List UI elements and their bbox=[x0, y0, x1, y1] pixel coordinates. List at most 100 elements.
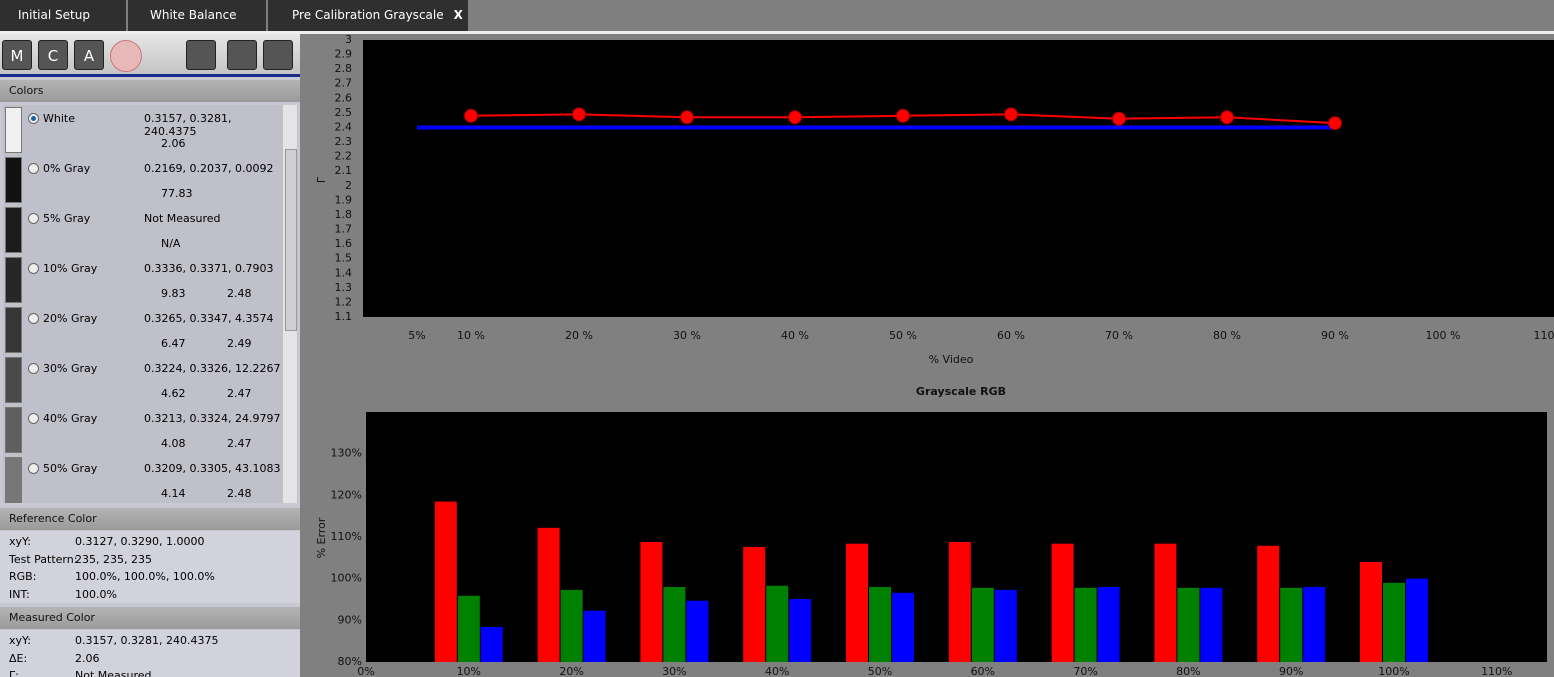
button[interactable]: M bbox=[2, 40, 32, 70]
row-value: 100.0% bbox=[75, 587, 117, 601]
x-tick-label: 60% bbox=[971, 665, 995, 677]
y-tick-label: 2 bbox=[345, 179, 352, 192]
bar bbox=[1280, 587, 1303, 662]
divider bbox=[0, 31, 1554, 34]
color-item[interactable]: 50% Gray 0.3209, 0.3305, 43.1083 4.14 2.48 bbox=[3, 455, 283, 503]
color-item[interactable]: White 0.3157, 0.3281, 240.4375 2.06 bbox=[3, 105, 283, 155]
x-tick-label: 90% bbox=[1279, 665, 1303, 677]
color-xyY: 0.3213, 0.3324, 24.9797 bbox=[144, 412, 281, 425]
row-label: xyY: bbox=[9, 634, 31, 647]
color-detail: 2.49 bbox=[227, 337, 252, 350]
y-tick-label: 110% bbox=[331, 530, 362, 543]
swatch bbox=[5, 107, 22, 153]
menu-button[interactable] bbox=[227, 40, 257, 70]
section-header: Colors bbox=[0, 80, 300, 102]
x-tick-label: 100 % bbox=[1426, 329, 1461, 342]
bar bbox=[1177, 587, 1200, 662]
x-tick-label: 80% bbox=[1176, 665, 1200, 677]
y-tick-label: 2.8 bbox=[335, 62, 353, 75]
color-xyY: 0.3157, 0.3281, 240.4375 bbox=[144, 112, 232, 138]
y-tick-label: 1.7 bbox=[335, 223, 353, 236]
color-name: 0% Gray bbox=[43, 162, 91, 175]
row-value: 2.06 bbox=[75, 651, 100, 665]
y-tick-label: 1.3 bbox=[335, 281, 353, 294]
point bbox=[572, 107, 586, 122]
color-name: 10% Gray bbox=[43, 262, 98, 275]
color-item[interactable]: 10% Gray 0.3336, 0.3371, 0.7903 9.83 2.48 bbox=[3, 255, 283, 305]
x-tick-label: 30 % bbox=[673, 329, 701, 342]
row-label: Γ: bbox=[9, 669, 19, 677]
color-detail: 2.06 bbox=[161, 137, 186, 150]
color-detail: 9.83 bbox=[161, 287, 186, 300]
swatch bbox=[5, 407, 22, 453]
x-tick-label: 5% bbox=[408, 329, 425, 342]
x-tick-label: 110% bbox=[1481, 665, 1512, 677]
color-name: 20% Gray bbox=[43, 312, 98, 325]
radio[interactable] bbox=[28, 163, 39, 174]
radio[interactable] bbox=[28, 113, 39, 124]
x-tick-label: 100% bbox=[1378, 665, 1409, 677]
color-xyY: 0.2169, 0.2037, 0.0092 bbox=[144, 162, 274, 175]
x-tick-label: 20 % bbox=[565, 329, 593, 342]
swatch bbox=[5, 257, 22, 303]
button[interactable]: A bbox=[74, 40, 104, 70]
bar bbox=[1074, 587, 1097, 662]
radio[interactable] bbox=[28, 263, 39, 274]
section-header: Measured Color bbox=[0, 607, 300, 629]
scroll-thumb[interactable] bbox=[285, 149, 297, 331]
settings-button[interactable] bbox=[263, 40, 293, 70]
color-name: 30% Gray bbox=[43, 362, 98, 375]
x-tick-label: 40 % bbox=[781, 329, 809, 342]
radio[interactable] bbox=[28, 213, 39, 224]
color-detail: 4.08 bbox=[161, 437, 186, 450]
radio[interactable] bbox=[28, 413, 39, 424]
bar bbox=[686, 600, 709, 662]
x-tick-label: 70% bbox=[1073, 665, 1097, 677]
x-tick-label: 60 % bbox=[997, 329, 1025, 342]
color-item[interactable]: 20% Gray 0.3265, 0.3347, 4.3574 6.47 2.49 bbox=[3, 305, 283, 355]
row-label: RGB: bbox=[9, 570, 37, 583]
color-detail: N/A bbox=[161, 237, 181, 250]
row-label: ΔE: bbox=[9, 651, 28, 665]
x-tick-label: 110 % bbox=[1534, 329, 1554, 342]
tab[interactable]: Initial Setup bbox=[0, 0, 126, 31]
color-xyY: 0.3224, 0.3326, 12.2267 bbox=[144, 362, 281, 375]
report-button[interactable] bbox=[186, 40, 216, 70]
point bbox=[1328, 116, 1342, 131]
y-tick-label: 2.4 bbox=[335, 120, 353, 133]
color-item[interactable]: 30% Gray 0.3224, 0.3326, 12.2267 4.62 2.47 bbox=[3, 355, 283, 405]
x-tick-label: 20% bbox=[559, 665, 583, 677]
tab[interactable]: White Balance bbox=[128, 0, 266, 31]
color-name: 50% Gray bbox=[43, 462, 98, 475]
y-tick-label: 90% bbox=[338, 613, 362, 626]
color-item[interactable]: 5% Gray Not Measured N/A bbox=[3, 205, 283, 255]
stop-button[interactable] bbox=[110, 40, 142, 72]
bar bbox=[789, 599, 812, 662]
y-axis-label: Γ bbox=[315, 176, 328, 183]
bar bbox=[457, 595, 480, 662]
row-value: 100.0%, 100.0%, 100.0% bbox=[75, 570, 215, 583]
bar bbox=[1154, 543, 1177, 662]
charts: 1.1 1.21.3 1.41.5 1.61.7 1.8 1.92 2.12.2 2.3 2.4… bbox=[315, 34, 1554, 677]
bar bbox=[1051, 543, 1074, 662]
color-name: White bbox=[43, 112, 75, 125]
y-tick-label: 2.6 bbox=[335, 91, 353, 104]
x-tick-label: 50% bbox=[868, 665, 892, 677]
radio[interactable] bbox=[28, 363, 39, 374]
y-tick-label: 1.4 bbox=[335, 266, 353, 279]
button[interactable]: C bbox=[38, 40, 68, 70]
y-tick-label: 3 bbox=[345, 34, 352, 46]
swatch bbox=[5, 157, 22, 203]
tab-active[interactable]: Pre Calibration Grayscale X bbox=[268, 0, 468, 31]
bar bbox=[663, 587, 686, 662]
color-detail: 2.48 bbox=[227, 287, 252, 300]
swatch bbox=[5, 307, 22, 353]
color-item[interactable]: 0% Gray 0.2169, 0.2037, 0.0092 77.83 bbox=[3, 155, 283, 205]
radio[interactable] bbox=[28, 463, 39, 474]
close-tab[interactable]: X bbox=[453, 8, 463, 22]
y-tick-label: 1.9 bbox=[335, 193, 353, 206]
x-tick-label: 50 % bbox=[889, 329, 917, 342]
color-detail: 77.83 bbox=[161, 187, 193, 200]
radio[interactable] bbox=[28, 313, 39, 324]
color-item[interactable]: 40% Gray 0.3213, 0.3324, 24.9797 4.08 2.47 bbox=[3, 405, 283, 455]
